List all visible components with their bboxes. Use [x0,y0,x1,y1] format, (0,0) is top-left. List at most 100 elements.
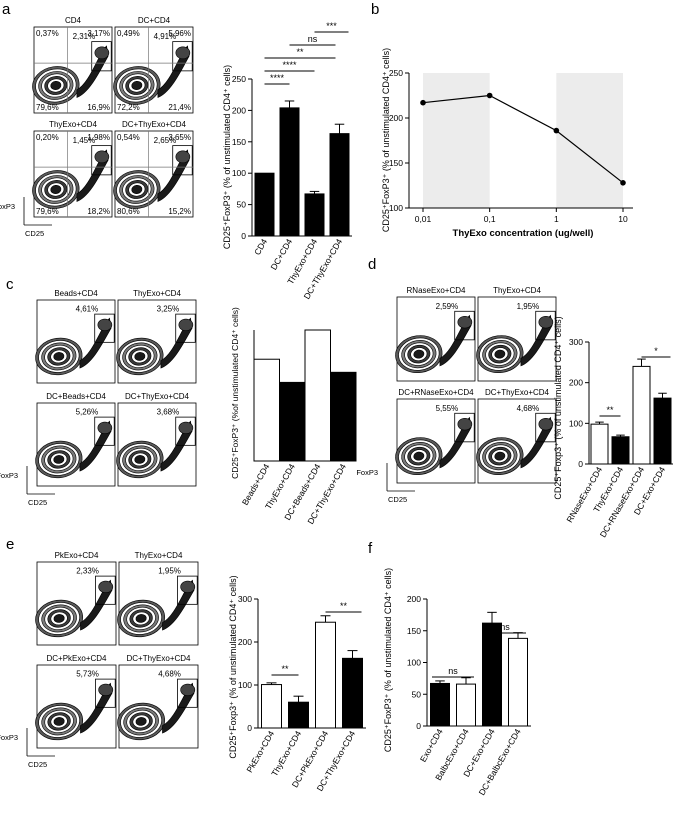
gate-box [172,145,193,176]
y-axis-title: CD25⁺FoxP3⁺ (% of unstimulated CD4⁺ cell… [381,48,391,232]
flow-axis-label-y: FoxP3 [0,202,15,211]
density-contour [494,349,506,359]
gate-box [91,41,112,72]
flow-plot [113,26,194,114]
significance-label: ns [448,666,458,676]
y-tick-label: 0 [247,723,252,733]
flow-plot [476,296,557,382]
bar [304,329,331,462]
flow-axis-label-y: FoxP3 [0,471,18,480]
x-tick-label: 0,1 [484,214,496,224]
bar [279,107,300,237]
significance-label: ns [308,34,318,44]
y-tick-label: 150 [407,626,421,636]
gate-percentage: 2,33% [76,567,99,576]
flow-plot [35,664,117,749]
y-tick-label: 100 [569,418,583,428]
density-contour [134,455,146,464]
quadrant-lower-left: 79,6% [36,207,59,216]
x-axis-title: ThyExo concentration (ug/well) [453,228,594,239]
flow-axis-label-x: CD25 [28,760,47,769]
flow-plot [32,26,113,114]
bar [342,657,363,729]
density-contour [178,318,194,332]
flow-plot-title: CD4 [65,16,82,25]
data-point [486,92,493,99]
bar [632,365,651,465]
density-contour [131,184,143,194]
y-tick-label: 250 [232,74,246,84]
shaded-range [556,73,623,208]
flow-plot [395,296,476,382]
bar [456,683,476,727]
data-point [620,180,626,186]
gate-percentage: 2,59% [436,302,459,311]
panel-label-f: f [368,540,373,557]
density-contour [180,580,196,594]
gate-box [535,412,556,443]
y-tick-label: 150 [232,137,246,147]
flow-plot-title: DC+ThyExo+CD4 [126,654,191,663]
quadrant-upper-right: 1,98% [87,133,110,142]
quadrant-upper-right: 3,65% [168,133,191,142]
quadrant-upper-left: 0,54% [117,133,140,142]
quadrant-upper-left: 0,37% [36,29,59,38]
quadrant-lower-right: 16,9% [87,103,110,112]
gate-box [95,678,116,708]
bar [254,172,275,237]
panel-label-d: d [368,256,376,273]
quadrant-upper-right: 5,96% [168,29,191,38]
y-tick-label: 300 [238,594,252,604]
density-contour [131,80,143,90]
gate-box [172,41,193,72]
flow-plot-title: DC+PkExo+CD4 [46,654,107,663]
flow-plot-title: DC+Beads+CD4 [46,392,106,401]
bar [288,701,309,729]
y-tick-label: 200 [407,594,421,604]
gate-box [535,310,556,341]
flow-axis-label-x: CD25 [28,498,47,507]
density-contour [98,683,114,697]
data-point [553,127,560,134]
gate-percentage: 3,25% [157,305,180,314]
density-contour [97,421,113,435]
flow-plot [395,398,476,484]
flow-plot-title: DC+RNaseExo+CD4 [398,388,474,397]
flow-plot [116,402,197,487]
y-tick-label: 300 [569,337,583,347]
panel-label-c: c [6,276,14,293]
density-contour [457,316,473,329]
flow-plot-title: ThyExo+CD4 [133,289,181,298]
y-tick-label: 200 [389,113,403,123]
flow-plot-title: Beads+CD4 [54,289,98,298]
bar [315,621,336,729]
bar [279,381,306,462]
flow-plot-title: ThyExo+CD4 [493,286,541,295]
x-tick-label: Exo+CD4 [418,727,445,764]
flow-plot-title: ThyExo+CD4 [135,551,183,560]
flow-plot [117,664,199,749]
gate-percentage: 1,95% [517,302,540,311]
flow-plot-title: DC+CD4 [138,16,171,25]
flow-plot-title: DC+ThyExo+CD4 [125,392,190,401]
gate-percentage: 2,65% [154,136,177,145]
flow-plot-title: RNaseExo+CD4 [407,286,466,295]
y-tick-label: 200 [232,105,246,115]
density-contour [50,80,62,90]
x-tick-label: CD4 [252,237,269,257]
gate-box [454,412,475,443]
y-tick-label: 100 [238,680,252,690]
bar [330,371,357,462]
flow-axis-label-x: CD25 [25,229,44,238]
panel-label-e: e [6,536,14,553]
density-contour [97,318,113,332]
y-tick-label: 100 [232,168,246,178]
gate-box [94,313,115,343]
flow-plot [116,299,197,384]
density-contour [53,455,65,464]
gate-box [454,310,475,341]
y-tick-label: 50 [412,689,422,699]
gate-box [94,416,115,446]
y-tick-label: 200 [569,378,583,388]
y-tick-label: 100 [389,203,403,213]
